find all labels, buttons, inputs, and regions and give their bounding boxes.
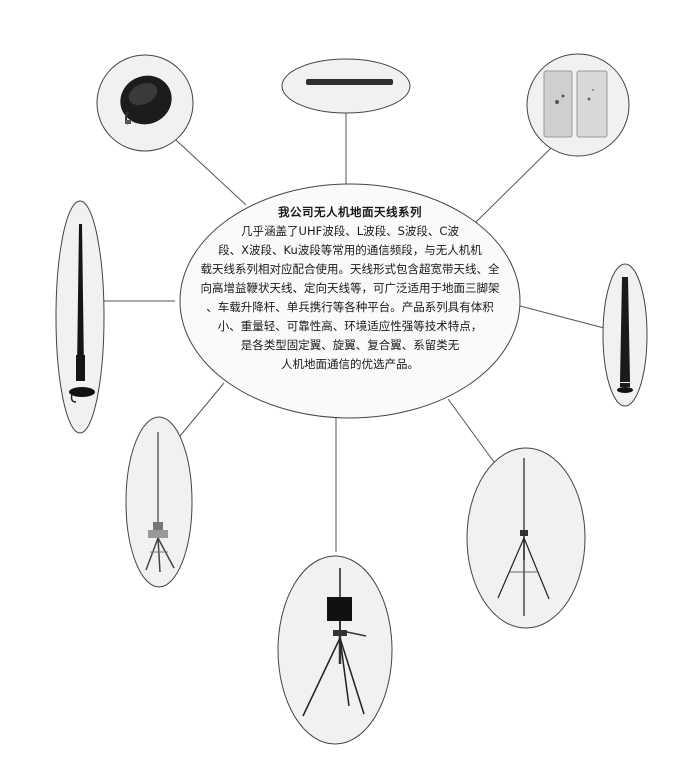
whip-antenna-icon (69, 224, 95, 403)
description-line: 小、重量轻、可靠性高、环境适应性强等技术特点， (217, 319, 483, 333)
product-ellipse-bar (281, 58, 411, 114)
description-line: 人机地面通信的优选产品。 (281, 357, 419, 371)
connector-line (179, 382, 225, 437)
description-title: 我公司无人机地面天线系列 (278, 205, 422, 219)
center-description: 我公司无人机地面天线系列 几乎涵盖了UHF波段、L波段、S波段、C波 段、X波段… (180, 203, 520, 374)
description-line: 几乎涵盖了UHF波段、L波段、S波段、C波 (241, 224, 459, 238)
description-line: 向高增益鞭状天线、定向天线等，可广泛适用于地面三脚架 (200, 281, 500, 295)
connector-lines (103, 112, 605, 552)
panel-antenna-icon (543, 70, 608, 138)
description-line: 、车载升降杆、单兵携行等各种平台。产品系列具有体积 (206, 300, 494, 314)
connector-line (519, 305, 605, 329)
directional-tripod-antenna-icon (302, 568, 367, 717)
whip-tripod-antenna-icon (497, 458, 550, 616)
product-ellipse-whip-tripod (466, 447, 586, 629)
description-line: 段、X波段、Ku波段等常用的通信频段，与无人机机 (218, 243, 482, 257)
connector-line (175, 139, 247, 206)
short-whip-antenna-icon (617, 277, 633, 393)
description-line: 载天线系列相对应配合使用。天线形式包含超宽带天线、全 (200, 262, 500, 276)
description-line: 是各类型固定翼、旋翼、复合翼、系留类无 (240, 338, 460, 352)
mast-tripod-antenna-icon (145, 432, 175, 573)
bar-antenna-icon (306, 79, 393, 85)
puck-antenna-icon (120, 75, 172, 125)
connector-line (447, 398, 495, 463)
center-ellipse (179, 183, 521, 419)
connector-line (475, 147, 552, 223)
